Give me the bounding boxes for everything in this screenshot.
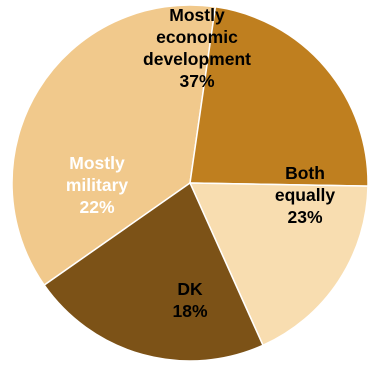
- pie-label-1-line-1: equally: [275, 185, 336, 205]
- pie-label-2-line-1: 18%: [172, 301, 207, 321]
- pie-label-0-line-0: Mostly: [169, 5, 225, 25]
- pie-slice-1: [189, 5, 369, 187]
- pie-label-3-line-2: 22%: [79, 197, 114, 217]
- pie-label-0: Mostly economic development 37%: [143, 5, 251, 91]
- pie-label-1-line-2: 23%: [287, 207, 322, 227]
- pie-label-2-line-0: DK: [177, 279, 203, 299]
- pie-label-3: Mostly military 22%: [66, 153, 129, 217]
- pie-label-0-line-3: 37%: [179, 71, 214, 91]
- pie-label-3-line-0: Mostly: [69, 153, 125, 173]
- pie-slices: [11, 4, 369, 362]
- pie-label-0-line-2: development: [143, 49, 251, 69]
- pie-label-3-line-1: military: [66, 175, 129, 195]
- pie-label-0-line-1: economic: [156, 27, 238, 47]
- pie-label-2: DK 18%: [172, 279, 207, 321]
- pie-label-1-line-0: Both: [285, 163, 325, 183]
- pie-slice-3: [43, 181, 264, 362]
- pie-slice-2: [188, 182, 369, 347]
- pie-slice-0: [11, 4, 217, 287]
- pie-labels: Mostly economic development 37%Both equally 2…: [66, 5, 336, 321]
- pie-label-1: Both equally 23%: [275, 163, 336, 227]
